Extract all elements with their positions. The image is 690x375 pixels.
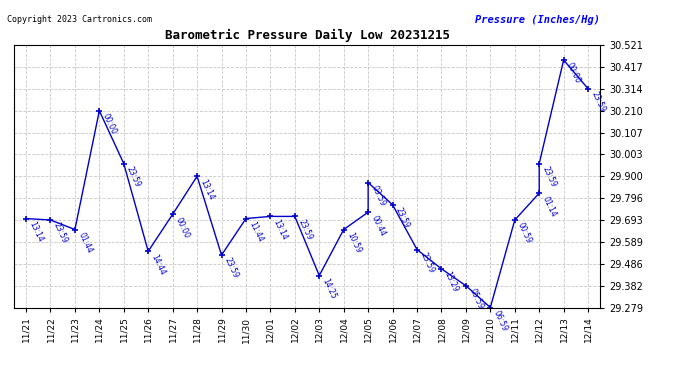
Text: 13:14: 13:14 [28,220,45,243]
Text: 14:44: 14:44 [150,253,167,276]
Text: 23:59: 23:59 [223,256,240,280]
Text: 00:00: 00:00 [174,216,192,239]
Text: 11:44: 11:44 [247,220,265,243]
Text: 01:14: 01:14 [540,195,558,218]
Text: 05:59: 05:59 [467,287,485,311]
Text: Pressure (Inches/Hg): Pressure (Inches/Hg) [475,15,600,25]
Text: 23:59: 23:59 [540,165,558,189]
Text: 23:59: 23:59 [394,206,411,230]
Text: 13:14: 13:14 [272,218,289,241]
Text: 00:44: 00:44 [370,214,387,237]
Text: 23:59: 23:59 [52,221,69,245]
Text: 03:59: 03:59 [370,184,387,208]
Text: 06:59: 06:59 [492,309,509,333]
Text: 00:00: 00:00 [565,62,582,85]
Text: 14:25: 14:25 [321,277,338,300]
Text: 10:59: 10:59 [345,231,362,255]
Text: Copyright 2023 Cartronics.com: Copyright 2023 Cartronics.com [7,15,152,24]
Text: 13:29: 13:29 [443,270,460,294]
Text: 13:14: 13:14 [199,178,216,201]
Text: 01:44: 01:44 [77,231,94,255]
Text: 23:59: 23:59 [296,218,314,242]
Text: 00:59: 00:59 [516,221,533,245]
Text: 23:59: 23:59 [589,90,607,114]
Text: 23:59: 23:59 [418,251,436,274]
Title: Barometric Pressure Daily Low 20231215: Barometric Pressure Daily Low 20231215 [164,29,450,42]
Text: 00:00: 00:00 [101,112,118,136]
Text: 23:59: 23:59 [125,165,143,189]
